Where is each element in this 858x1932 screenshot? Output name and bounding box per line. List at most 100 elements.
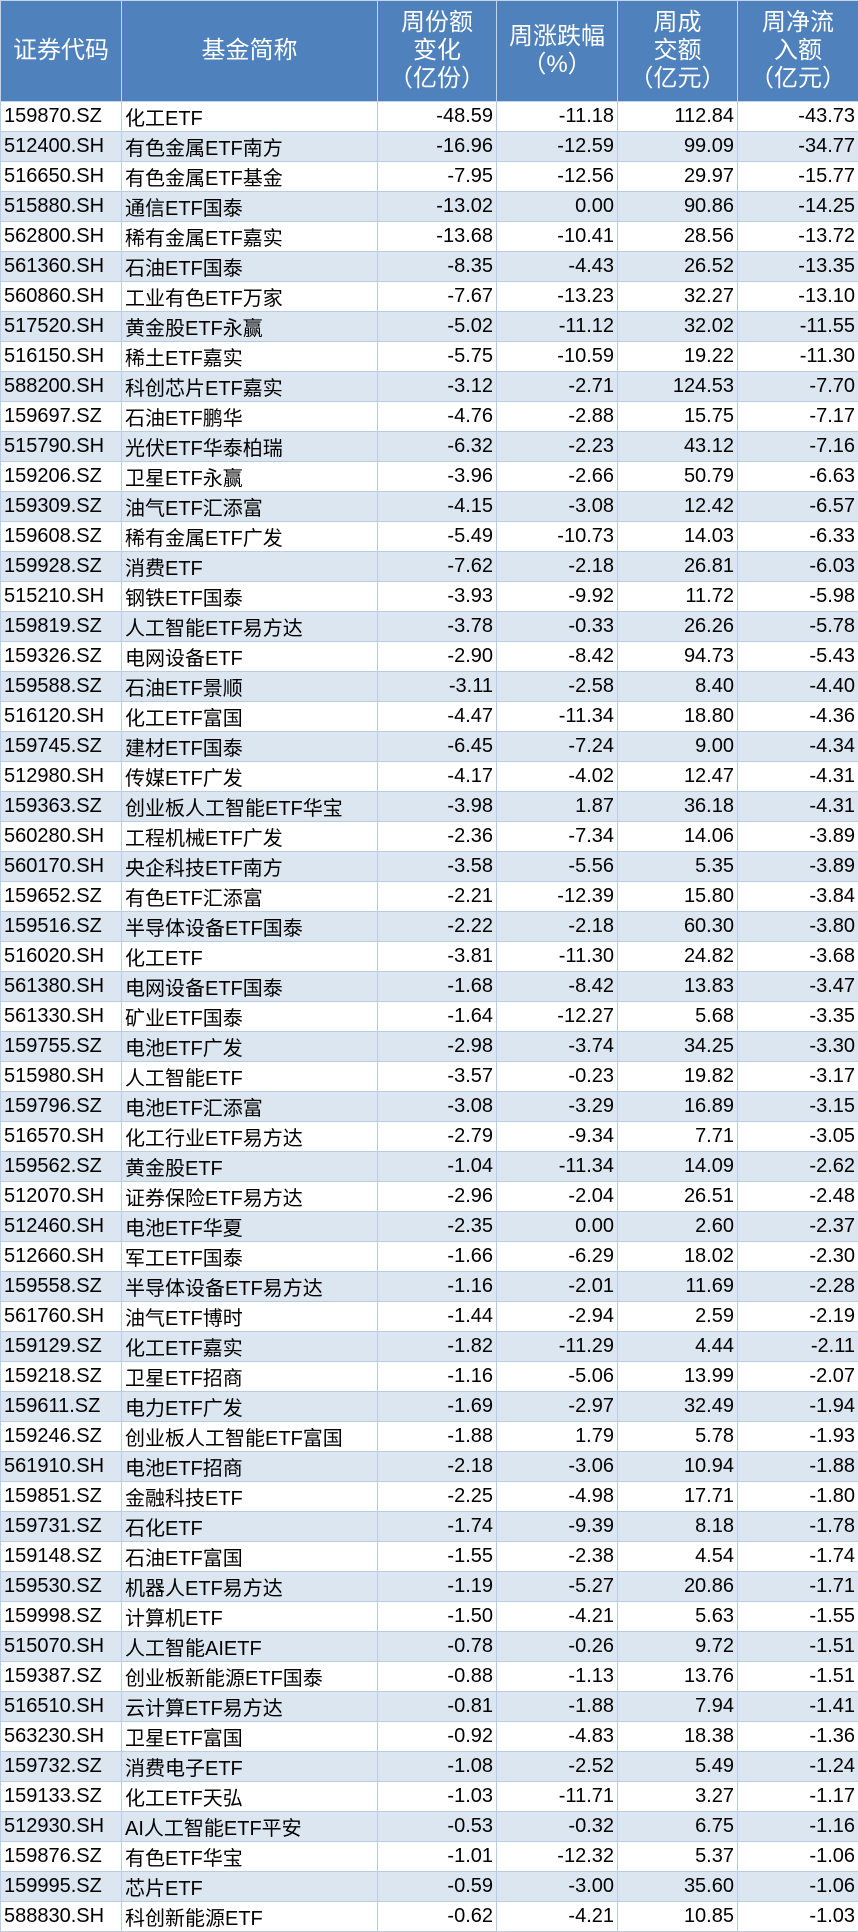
cell-turnover: 24.82: [618, 942, 738, 972]
cell-turnover: 5.68: [618, 1002, 738, 1032]
header-col-net-inflow: 周净流入额（亿元）: [738, 1, 858, 102]
cell-weekly-return: -1.13: [497, 1662, 618, 1692]
cell-share-change: -1.44: [378, 1302, 497, 1332]
cell-code: 159588.SZ: [1, 672, 122, 702]
cell-turnover: 19.22: [618, 342, 738, 372]
cell-net-inflow: -3.05: [738, 1122, 858, 1152]
cell-name: 电池ETF汇添富: [122, 1092, 378, 1122]
cell-net-inflow: -15.77: [738, 162, 858, 192]
cell-share-change: -5.02: [378, 312, 497, 342]
cell-turnover: 29.97: [618, 162, 738, 192]
cell-weekly-return: -8.42: [497, 972, 618, 1002]
cell-name: 电网设备ETF: [122, 642, 378, 672]
cell-net-inflow: -1.71: [738, 1572, 858, 1602]
cell-weekly-return: -3.74: [497, 1032, 618, 1062]
cell-weekly-return: -9.39: [497, 1512, 618, 1542]
cell-net-inflow: -43.73: [738, 102, 858, 132]
cell-net-inflow: -3.47: [738, 972, 858, 1002]
cell-net-inflow: -11.30: [738, 342, 858, 372]
cell-weekly-return: -12.39: [497, 882, 618, 912]
cell-code: 159611.SZ: [1, 1392, 122, 1422]
cell-net-inflow: -2.07: [738, 1362, 858, 1392]
cell-net-inflow: -1.78: [738, 1512, 858, 1542]
cell-weekly-return: -4.21: [497, 1902, 618, 1932]
cell-net-inflow: -5.78: [738, 612, 858, 642]
cell-turnover: 11.72: [618, 582, 738, 612]
cell-turnover: 3.27: [618, 1782, 738, 1812]
cell-turnover: 28.56: [618, 222, 738, 252]
cell-share-change: -7.67: [378, 282, 497, 312]
cell-weekly-return: -4.43: [497, 252, 618, 282]
cell-net-inflow: -2.62: [738, 1152, 858, 1182]
cell-share-change: -3.98: [378, 792, 497, 822]
cell-name: 稀有金属ETF广发: [122, 522, 378, 552]
cell-name: 建材ETF国泰: [122, 732, 378, 762]
cell-name: 化工行业ETF易方达: [122, 1122, 378, 1152]
cell-code: 159608.SZ: [1, 522, 122, 552]
cell-name: 电力ETF广发: [122, 1392, 378, 1422]
header-line: 周成: [620, 9, 735, 37]
cell-weekly-return: -12.32: [497, 1842, 618, 1872]
cell-code: 159745.SZ: [1, 732, 122, 762]
cell-name: 化工ETF: [122, 102, 378, 132]
cell-code: 159796.SZ: [1, 1092, 122, 1122]
cell-turnover: 35.60: [618, 1872, 738, 1902]
cell-net-inflow: -1.94: [738, 1392, 858, 1422]
cell-weekly-return: -0.26: [497, 1632, 618, 1662]
header-line: 证券代码: [3, 37, 119, 65]
cell-turnover: 32.49: [618, 1392, 738, 1422]
cell-turnover: 36.18: [618, 792, 738, 822]
cell-name: 化工ETF富国: [122, 702, 378, 732]
cell-turnover: 34.25: [618, 1032, 738, 1062]
cell-weekly-return: -12.27: [497, 1002, 618, 1032]
cell-name: 工程机械ETF广发: [122, 822, 378, 852]
cell-net-inflow: -3.80: [738, 912, 858, 942]
cell-weekly-return: -3.29: [497, 1092, 618, 1122]
cell-name: 消费电子ETF: [122, 1752, 378, 1782]
cell-name: 创业板人工智能ETF华宝: [122, 792, 378, 822]
cell-share-change: -0.88: [378, 1662, 497, 1692]
cell-code: 159326.SZ: [1, 642, 122, 672]
cell-turnover: 26.26: [618, 612, 738, 642]
cell-share-change: -48.59: [378, 102, 497, 132]
cell-turnover: 6.75: [618, 1812, 738, 1842]
cell-name: 有色ETF汇添富: [122, 882, 378, 912]
cell-weekly-return: -2.38: [497, 1542, 618, 1572]
cell-share-change: -5.75: [378, 342, 497, 372]
cell-share-change: -1.16: [378, 1272, 497, 1302]
cell-share-change: -0.81: [378, 1692, 497, 1722]
cell-net-inflow: -1.06: [738, 1872, 858, 1902]
cell-net-inflow: -7.17: [738, 402, 858, 432]
cell-code: 512980.SH: [1, 762, 122, 792]
cell-share-change: -3.58: [378, 852, 497, 882]
cell-share-change: -3.78: [378, 612, 497, 642]
cell-share-change: -1.55: [378, 1542, 497, 1572]
cell-share-change: -3.57: [378, 1062, 497, 1092]
cell-net-inflow: -1.93: [738, 1422, 858, 1452]
cell-net-inflow: -3.30: [738, 1032, 858, 1062]
cell-code: 560170.SH: [1, 852, 122, 882]
cell-weekly-return: -11.71: [497, 1782, 618, 1812]
cell-weekly-return: -2.58: [497, 672, 618, 702]
cell-name: 证券保险ETF易方达: [122, 1182, 378, 1212]
cell-name: 人工智能ETF: [122, 1062, 378, 1092]
cell-turnover: 7.71: [618, 1122, 738, 1152]
cell-code: 516150.SH: [1, 342, 122, 372]
header-col-name: 基金简称: [122, 1, 378, 102]
cell-weekly-return: 0.00: [497, 192, 618, 222]
cell-share-change: -2.79: [378, 1122, 497, 1152]
cell-net-inflow: -13.72: [738, 222, 858, 252]
cell-code: 560860.SH: [1, 282, 122, 312]
